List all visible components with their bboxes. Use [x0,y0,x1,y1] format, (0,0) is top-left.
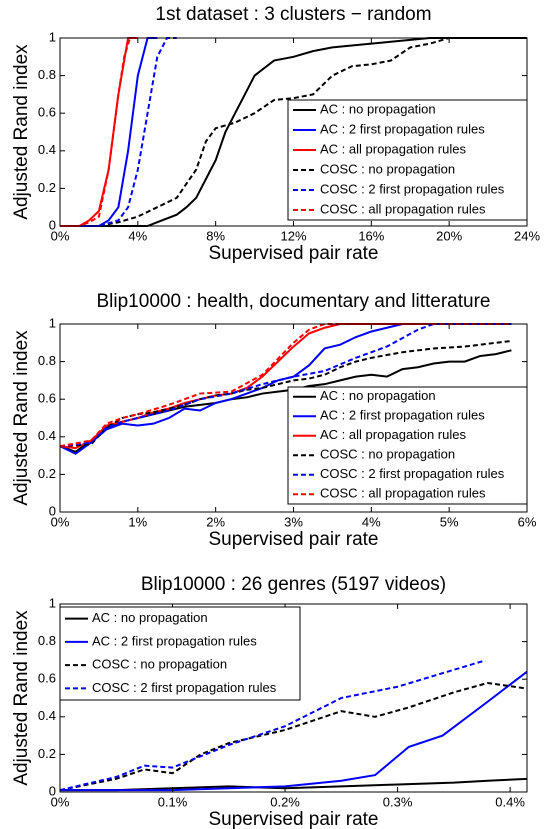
legend-label: COSC : 2 first propagation rules [92,680,277,695]
x-tick-label: 1% [128,514,147,529]
legend-label: AC : no propagation [92,610,208,625]
legend-label: COSC : 2 first propagation rules [320,466,505,481]
legend-label: COSC : no propagation [320,447,455,462]
x-tick-label: 20% [436,228,462,243]
chart-title: Blip10000 : health, documentary and litt… [97,291,491,312]
y-tick-label: 0.6 [38,391,56,406]
series-line [60,323,512,448]
series-line [60,670,527,792]
x-tick-label: 3% [284,514,303,529]
legend-label: COSC : all propagation rules [320,486,486,501]
x-tick-label: 0.4% [495,794,525,809]
x-tick-label: 4% [362,514,381,529]
y-tick-label: 0.4 [38,142,56,157]
series-line [60,659,486,792]
legend-label: AC : no propagation [320,101,436,116]
x-tick-label: 16% [358,228,384,243]
legend-box [287,99,528,221]
legend-label: AC : no propagation [320,388,436,403]
y-tick-label: 0.4 [38,708,56,723]
y-tick-label: 0.2 [38,746,56,761]
x-tick-label: 0% [51,514,70,529]
x-tick-label: 0.2% [270,794,300,809]
x-tick-label: 0.3% [383,794,413,809]
x-tick-label: 0% [51,794,70,809]
series-line [60,339,512,448]
x-tick-label: 6% [518,514,537,529]
legend-box [59,606,301,701]
legend-label: AC : all propagation rules [320,141,466,156]
y-tick-label: 0.4 [38,428,56,443]
x-axis-label: Supervised pair rate [208,809,378,829]
chart-title: 1st dataset : 3 clusters − random [155,4,431,25]
x-axis-label: Supervised pair rate [208,529,378,550]
series-line [60,37,177,227]
x-tick-label: 5% [440,514,459,529]
x-tick-label: 4% [128,228,147,243]
legend-label: COSC : 2 first propagation rules [320,181,505,196]
y-tick-label: 1 [49,595,56,610]
x-tick-label: 12% [280,228,306,243]
y-tick-label: 0.8 [38,633,56,648]
x-tick-label: 0% [51,228,70,243]
legend-label: COSC : no propagation [320,161,455,176]
legend-label: AC : 2 first propagation rules [320,121,485,136]
y-tick-label: 0.6 [38,105,56,120]
y-tick-label: 0 [49,783,56,798]
y-axis-label: Adjusted Rand index [11,330,32,506]
x-tick-label: 24% [514,228,540,243]
legend-label: AC : 2 first propagation rules [92,633,257,648]
y-axis-label: Adjusted Rand index [11,610,32,786]
legend-label: AC : 2 first propagation rules [320,408,485,423]
legend-label: COSC : all propagation rules [320,201,486,216]
y-tick-label: 0 [49,503,56,518]
y-tick-label: 1 [49,29,56,44]
series-line [60,323,512,448]
x-axis-label: Supervised pair rate [208,243,378,264]
y-tick-label: 0.8 [38,67,56,82]
y-axis-label: Adjusted Rand index [11,44,32,220]
x-tick-label: 2% [206,514,225,529]
series-line [60,323,512,455]
legend-label: AC : all propagation rules [320,427,466,442]
y-tick-label: 0 [49,217,56,232]
x-tick-label: 0.1% [158,794,188,809]
legend-label: COSC : no propagation [92,657,227,672]
chart-title: Blip10000 : 26 genres (5197 videos) [141,574,446,595]
y-tick-label: 1 [49,315,56,330]
legend-box [287,386,528,505]
y-tick-label: 0.2 [38,180,56,195]
series-line [60,37,527,227]
y-tick-label: 0.6 [38,671,56,686]
y-tick-label: 0.8 [38,353,56,368]
x-tick-label: 8% [206,228,225,243]
y-tick-label: 0.2 [38,466,56,481]
series-line [60,37,132,227]
series-line [60,37,469,227]
